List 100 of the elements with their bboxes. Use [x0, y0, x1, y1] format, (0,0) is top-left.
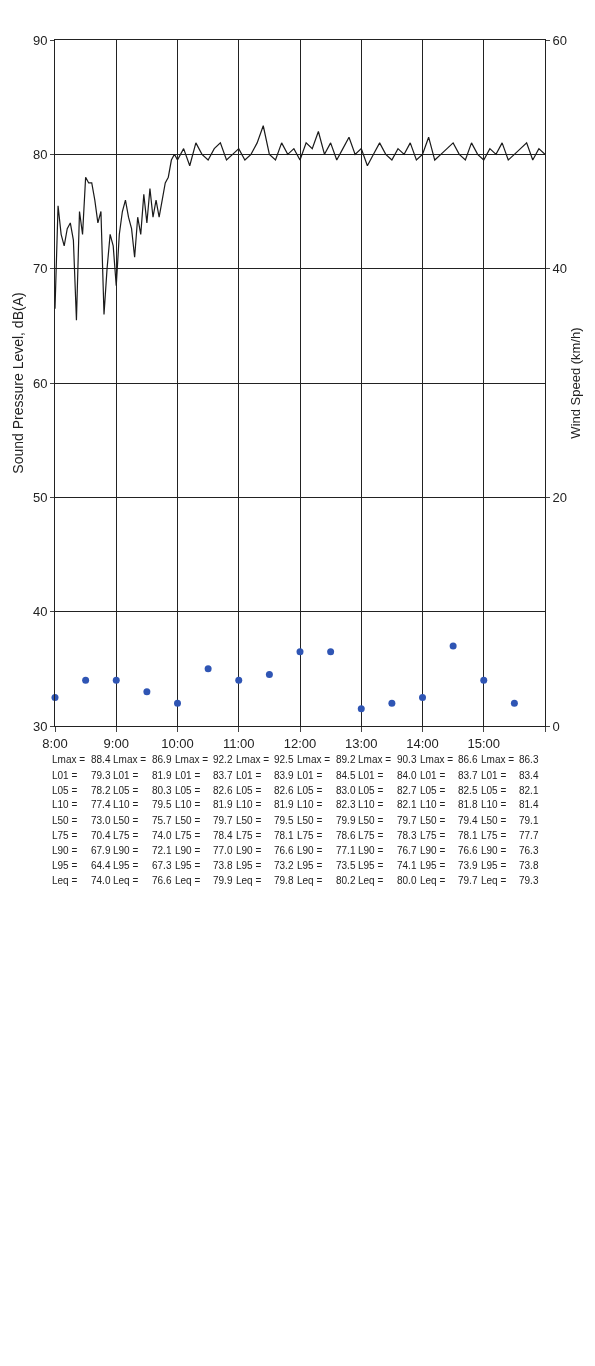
text: 83.7 [213, 770, 233, 781]
text: Lmax = [358, 754, 392, 765]
text: 74.0 [91, 875, 111, 886]
text: 79.4 [458, 815, 478, 826]
text: L75 = [358, 830, 384, 841]
x-tick-label: 13:00 [344, 735, 378, 751]
text: L95 = [420, 860, 446, 871]
text: L75 = [52, 830, 78, 841]
text: 86.3 [519, 754, 539, 765]
y-tick-label: 60 [32, 375, 48, 391]
text: 72.1 [152, 845, 172, 856]
text: L95 = [113, 860, 139, 871]
text: L01 = [52, 770, 78, 781]
text: 64.4 [91, 860, 111, 871]
text: 92.5 [274, 754, 294, 765]
text: 79.1 [519, 815, 539, 826]
text: 82.6 [274, 785, 294, 796]
text: Lmax = [420, 754, 454, 765]
text: L75 = [420, 830, 446, 841]
text: 80.0 [397, 875, 417, 886]
text: 70.4 [91, 830, 111, 841]
text: 80.3 [152, 785, 172, 796]
y-tick-label: 70 [32, 261, 48, 277]
text: L50 = [358, 815, 384, 826]
text: 86.6 [458, 754, 478, 765]
text: L95 = [297, 860, 323, 871]
text: 82.5 [458, 785, 478, 796]
text: L01 = [175, 770, 201, 781]
text: Lmax = [175, 754, 209, 765]
text: 78.1 [458, 830, 478, 841]
text: L50 = [297, 815, 323, 826]
text: 78.1 [274, 830, 294, 841]
text: L95 = [236, 860, 262, 871]
text: 73.5 [336, 860, 356, 871]
text: Leq = [358, 875, 384, 886]
text: 77.0 [213, 845, 233, 856]
x-tick-label: 10:00 [161, 735, 194, 751]
text: 79.5 [152, 799, 172, 810]
text: L90 = [175, 845, 201, 856]
text: 76.6 [152, 875, 172, 886]
text: 79.5 [274, 815, 294, 826]
text: L95 = [175, 860, 201, 871]
text: 74.1 [397, 860, 417, 871]
text: L05 = [481, 785, 507, 796]
text: L75 = [175, 830, 201, 841]
y-tick-label: 80 [32, 146, 48, 162]
text: L05 = [236, 785, 262, 796]
text: 73.0 [91, 815, 111, 826]
text: L90 = [358, 845, 384, 856]
text: L50 = [420, 815, 446, 826]
text: L75 = [481, 830, 507, 841]
text: L95 = [358, 860, 384, 871]
text: L50 = [481, 815, 507, 826]
text: L10 = [175, 799, 201, 810]
text: 82.7 [397, 785, 417, 796]
y-tick-label: 40 [32, 604, 48, 620]
text: 78.6 [336, 830, 356, 841]
text: L75 = [113, 830, 139, 841]
y2-tick-label: 60 [552, 32, 568, 48]
text: 78.2 [91, 785, 111, 796]
text: Leq = [420, 875, 446, 886]
text: L90 = [52, 845, 78, 856]
text: 92.2 [213, 754, 233, 765]
text: 83.7 [458, 770, 478, 781]
text: 79.7 [397, 815, 417, 826]
text: L01 = [481, 770, 507, 781]
text: Leq = [481, 875, 507, 886]
text: Lmax = [297, 754, 331, 765]
text: Lmax = [52, 754, 86, 765]
text: L05 = [297, 785, 323, 796]
text: 67.3 [152, 860, 172, 871]
text: L10 = [52, 799, 78, 810]
text: Leq = [175, 875, 201, 886]
text: L90 = [420, 845, 446, 856]
text: 81.9 [213, 799, 233, 810]
text: L10 = [481, 799, 507, 810]
text: Leq = [113, 875, 139, 886]
text: 79.8 [274, 875, 294, 886]
text: L10 = [297, 799, 323, 810]
text: 77.1 [336, 845, 356, 856]
text: 77.4 [91, 799, 111, 810]
text: L05 = [358, 785, 384, 796]
text: 73.9 [458, 860, 478, 871]
text: 79.7 [458, 875, 478, 886]
text: 73.8 [519, 860, 539, 871]
text: L01 = [358, 770, 384, 781]
text: L05 = [52, 785, 78, 796]
text: 82.6 [213, 785, 233, 796]
text: 82.3 [336, 799, 356, 810]
x-tick-label: 15:00 [467, 735, 501, 751]
text: Lmax = [481, 754, 515, 765]
text: L50 = [52, 815, 78, 826]
text: 75.7 [152, 815, 172, 826]
y-axis-title: Sound Pressure Level, dB(A) [9, 292, 26, 474]
text: 79.7 [213, 815, 233, 826]
text: L01 = [236, 770, 262, 781]
text: 74.0 [152, 830, 172, 841]
text: 88.4 [91, 754, 111, 765]
text: L05 = [420, 785, 446, 796]
text: L75 = [236, 830, 262, 841]
